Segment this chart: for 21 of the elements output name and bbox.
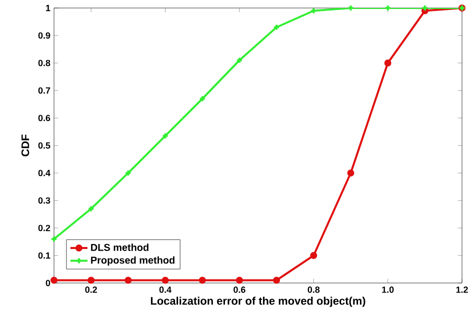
x-tick-label: 0.8 xyxy=(308,286,320,293)
y-tick-label: 0.5 xyxy=(38,142,50,149)
x-tick-label: 0.2 xyxy=(85,286,97,293)
y-tick-label: 0 xyxy=(46,280,50,286)
y-tick-label: 0.6 xyxy=(38,114,50,122)
y-tick-label: 0.1 xyxy=(38,252,50,259)
y-axis-title: CDF xyxy=(21,134,30,156)
y-tick-label: 0.9 xyxy=(38,32,50,39)
x-axis-title: Localization error of the moved object(m) xyxy=(150,296,366,307)
legend-label: DLS method xyxy=(91,244,148,251)
y-tick-label: 0.4 xyxy=(38,170,50,176)
y-tick-label: 0.3 xyxy=(38,197,50,204)
x-tick-label: 0.6 xyxy=(234,286,246,293)
x-tick-label: 0.4 xyxy=(159,286,172,293)
legend-label: Proposed method xyxy=(91,256,174,266)
x-tick-label: 1.2 xyxy=(456,286,468,293)
y-tick-label: 0.7 xyxy=(38,87,50,94)
y-tick-label: 0.2 xyxy=(38,224,50,232)
y-tick-label: 1 xyxy=(46,4,50,12)
y-tick-label: 0.8 xyxy=(38,60,50,66)
x-tick-label: 1.0 xyxy=(382,286,394,293)
